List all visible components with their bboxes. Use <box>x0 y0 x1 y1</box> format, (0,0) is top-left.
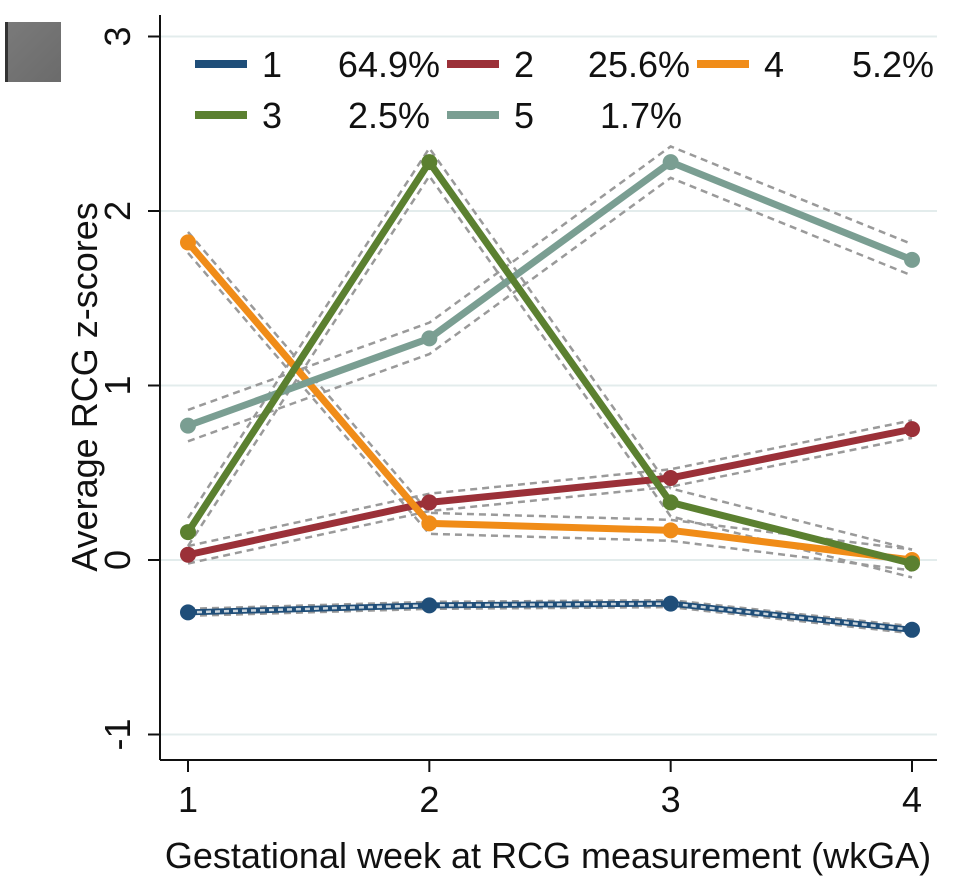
legend-percent-3: 2.5% <box>348 95 430 136</box>
series-5-point-3 <box>662 154 679 171</box>
y-axis-title: Average RCG z-scores <box>64 202 105 571</box>
series-2-point-4 <box>904 421 920 438</box>
series-2-ci-lower <box>187 436 913 565</box>
series-1-point-3 <box>662 595 679 612</box>
series-4-ci-upper <box>187 231 913 551</box>
series-3-line <box>185 158 913 567</box>
series-line-layer <box>180 154 920 638</box>
series-4-point-1 <box>180 234 196 251</box>
series-2-line <box>187 425 913 559</box>
series-1-ci-lower <box>187 605 913 635</box>
grid-layer <box>160 35 937 736</box>
series-2-point-1 <box>180 546 196 563</box>
series-5-line <box>186 158 914 429</box>
series-2-ci-upper <box>187 419 913 548</box>
axis-layer: -1 0 1 2 3 1 2 3 4 <box>97 15 937 820</box>
legend-label-5: 5 <box>514 95 534 136</box>
series-3-ci-upper <box>186 145 913 551</box>
x-tick-label: 3 <box>661 779 681 820</box>
series-1-point-1 <box>180 604 196 621</box>
legend: 1 64.9% 2 25.6% 4 5.2% 3 2.5% 5 1.7% <box>195 44 934 136</box>
series-4-point-2 <box>421 515 438 532</box>
series-5-point-4 <box>904 251 920 268</box>
series-1-ci-upper <box>187 598 913 628</box>
x-tick-label: 1 <box>178 779 198 820</box>
series-3-point-1 <box>180 524 196 541</box>
panel-label-badge <box>5 22 61 82</box>
legend-label-1: 1 <box>262 44 282 85</box>
series-5-ci-upper <box>187 145 913 412</box>
series-2-point-2 <box>421 494 438 511</box>
series-5-point-1 <box>180 417 196 434</box>
legend-label-3: 3 <box>262 95 282 136</box>
series-3-point-2 <box>421 154 438 171</box>
x-axis-title: Gestational week at RCG measurement (wkG… <box>165 835 931 876</box>
series-5-ci-lower <box>187 176 913 443</box>
confidence-band-layer <box>186 145 913 635</box>
series-5-point-2 <box>421 330 438 347</box>
series-1-ci-overlay <box>187 602 913 632</box>
y-tick-label: -1 <box>97 718 138 750</box>
y-tick-label: 3 <box>97 26 138 46</box>
series-1-point-4 <box>904 621 920 638</box>
legend-label-4: 4 <box>764 44 784 85</box>
series-1-point-2 <box>421 597 438 614</box>
series-3-point-4 <box>904 555 920 572</box>
series-4-ci-lower <box>187 252 913 572</box>
legend-percent-1: 64.9% <box>338 44 440 85</box>
legend-percent-5: 1.7% <box>600 95 682 136</box>
series-4-point-3 <box>662 522 679 539</box>
y-tick-label: 2 <box>97 201 138 221</box>
y-tick-label: 1 <box>97 375 138 395</box>
legend-percent-4: 5.2% <box>852 44 934 85</box>
legend-percent-2: 25.6% <box>588 44 690 85</box>
x-tick-label: 4 <box>902 779 922 820</box>
series-3-point-3 <box>662 494 679 511</box>
y-tick-label: 0 <box>97 550 138 570</box>
series-4-line <box>185 240 913 564</box>
series-2-point-3 <box>662 469 679 486</box>
x-tick-label: 2 <box>419 779 439 820</box>
legend-label-2: 2 <box>514 44 534 85</box>
series-3-ci-lower <box>186 173 913 579</box>
